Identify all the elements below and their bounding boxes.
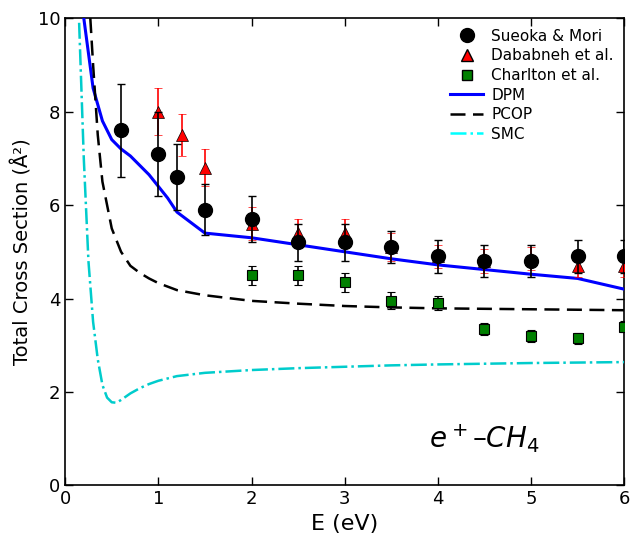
Text: $\mathit{e}^+$–CH$_4$: $\mathit{e}^+$–CH$_4$	[429, 422, 540, 455]
X-axis label: E (eV): E (eV)	[311, 514, 378, 534]
Legend: Sueoka & Mori, Dababneh et al., Charlton et al., DPM, PCOP, SMC: Sueoka & Mori, Dababneh et al., Charlton…	[444, 23, 620, 148]
Y-axis label: Total Cross Section (Å²): Total Cross Section (Å²)	[11, 138, 32, 365]
